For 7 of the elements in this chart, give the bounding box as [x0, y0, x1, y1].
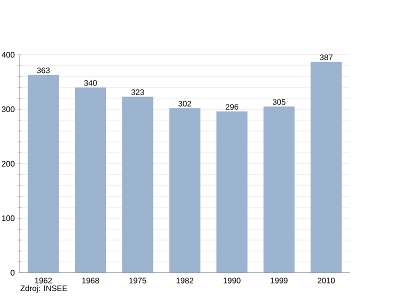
bar: [310, 62, 342, 273]
bar: [264, 106, 295, 273]
bar: [74, 87, 106, 273]
bar: [28, 74, 59, 273]
bar: [169, 108, 200, 273]
bar: [216, 111, 248, 273]
bar: [122, 96, 154, 273]
